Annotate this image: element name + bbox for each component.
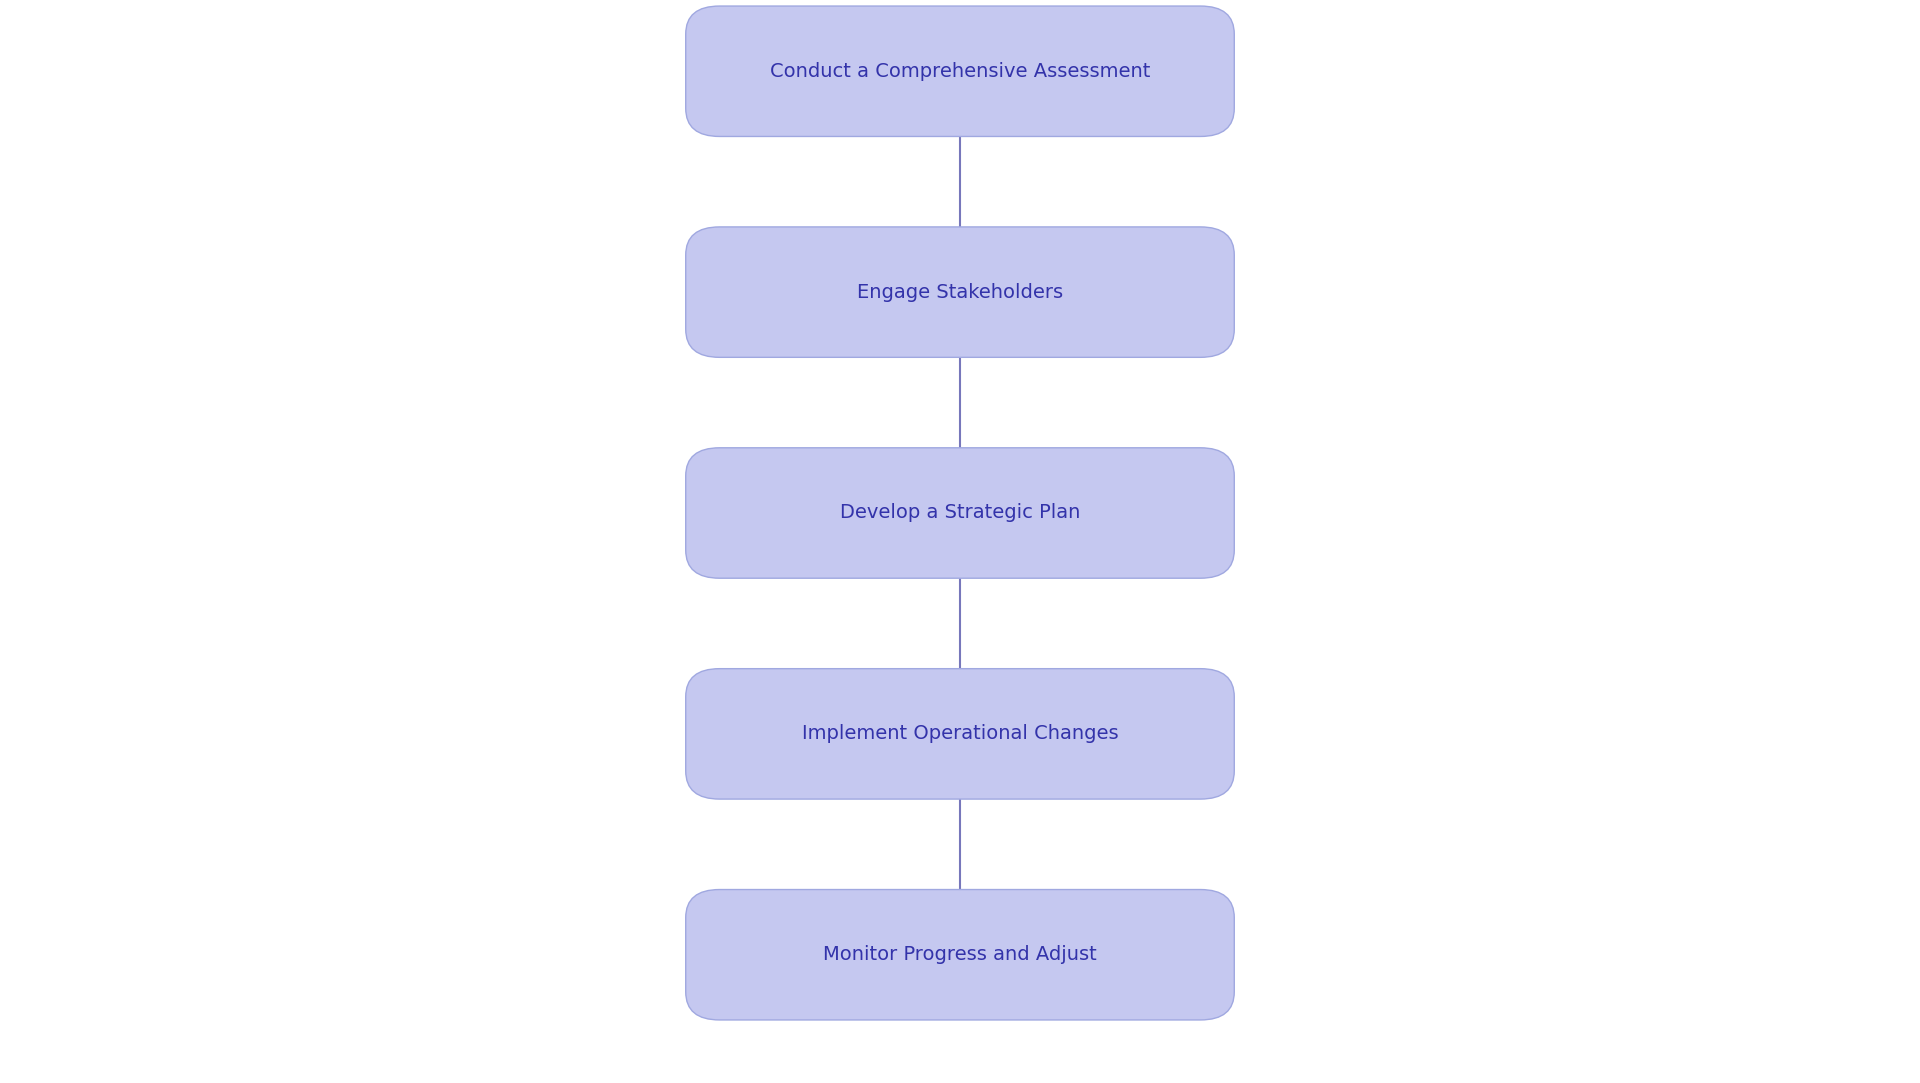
FancyBboxPatch shape bbox=[685, 6, 1235, 136]
FancyBboxPatch shape bbox=[685, 668, 1235, 799]
Text: Conduct a Comprehensive Assessment: Conduct a Comprehensive Assessment bbox=[770, 62, 1150, 81]
Text: Implement Operational Changes: Implement Operational Changes bbox=[803, 725, 1117, 743]
Text: Engage Stakeholders: Engage Stakeholders bbox=[856, 283, 1064, 302]
FancyBboxPatch shape bbox=[685, 447, 1235, 578]
FancyBboxPatch shape bbox=[685, 889, 1235, 1020]
FancyBboxPatch shape bbox=[685, 227, 1235, 357]
Text: Develop a Strategic Plan: Develop a Strategic Plan bbox=[839, 504, 1081, 522]
Text: Monitor Progress and Adjust: Monitor Progress and Adjust bbox=[824, 945, 1096, 964]
